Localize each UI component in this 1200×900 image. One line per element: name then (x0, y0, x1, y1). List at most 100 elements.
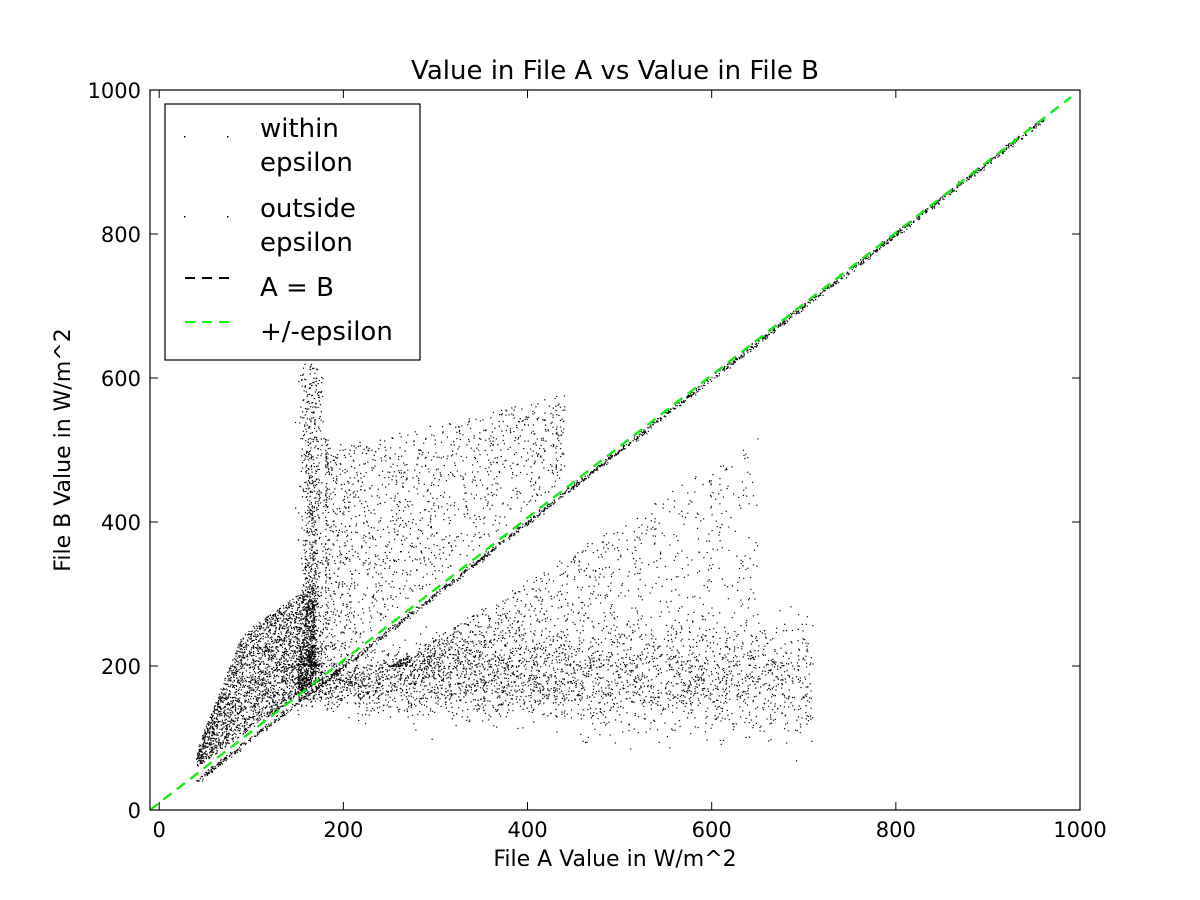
outside-point (204, 747, 206, 749)
outside-point (672, 646, 674, 648)
outside-point (274, 669, 276, 671)
outside-point (759, 726, 761, 729)
outside-point (222, 696, 224, 698)
outside-point (310, 655, 312, 657)
outside-point (212, 719, 214, 721)
outside-point (264, 646, 266, 648)
outside-point (276, 682, 278, 684)
outside-point (432, 637, 434, 639)
outside-point (410, 705, 412, 707)
outside-point (231, 711, 233, 713)
outside-point (284, 652, 286, 654)
outside-point (675, 673, 678, 675)
outside-point (508, 692, 510, 694)
outside-point (647, 685, 649, 688)
outside-point (290, 685, 293, 687)
outside-point (773, 694, 775, 697)
outside-point (550, 688, 552, 690)
outside-point (261, 679, 264, 682)
outside-point (266, 623, 269, 625)
outside-point (233, 680, 235, 682)
outside-point (283, 607, 285, 609)
outside-point (539, 690, 541, 692)
outside-point (303, 675, 305, 678)
outside-point (273, 708, 275, 710)
outside-point (263, 663, 265, 665)
outside-point (270, 651, 272, 653)
outside-point (272, 712, 274, 714)
outside-point (278, 638, 281, 641)
outside-point (374, 652, 376, 654)
outside-point (261, 699, 263, 701)
outside-point (360, 680, 362, 682)
outside-point (431, 648, 434, 650)
outside-point (299, 610, 301, 613)
outside-point (346, 687, 348, 689)
outside-point (289, 673, 291, 675)
outside-point (240, 641, 242, 643)
outside-point (225, 728, 228, 731)
outside-point (791, 629, 794, 632)
outside-point (281, 676, 283, 678)
outside-point (433, 676, 435, 678)
outside-point (619, 677, 621, 679)
outside-point (746, 704, 749, 706)
outside-point (485, 681, 487, 684)
outside-point (497, 657, 500, 659)
outside-point (381, 667, 384, 670)
outside-point (774, 648, 776, 651)
outside-point (505, 716, 507, 718)
outside-point (309, 593, 311, 595)
outside-point (655, 638, 657, 640)
outside-point (305, 610, 307, 612)
outside-point (776, 668, 779, 670)
outside-point (277, 609, 279, 611)
outside-point (303, 672, 305, 674)
outside-point (381, 676, 383, 678)
outside-point (530, 694, 532, 697)
outside-point (679, 700, 681, 702)
outside-point (256, 700, 258, 702)
outside-point (282, 655, 284, 658)
outside-point (496, 697, 498, 699)
outside-point (319, 646, 321, 648)
outside-point (715, 631, 717, 634)
outside-point (265, 649, 267, 651)
outside-point (204, 731, 206, 733)
outside-point (381, 686, 383, 688)
outside-point (224, 737, 226, 739)
outside-point (357, 690, 360, 692)
outside-point (246, 664, 248, 667)
outside-point (309, 666, 312, 668)
outside-point (422, 655, 424, 657)
outside-point (246, 646, 248, 648)
outside-point (233, 658, 235, 660)
outside-point (220, 742, 222, 745)
outside-point (212, 710, 215, 712)
outside-point (210, 739, 212, 742)
outside-point (270, 675, 272, 677)
outside-point (390, 676, 392, 678)
outside-point (359, 703, 361, 705)
outside-point (707, 663, 709, 665)
outside-point (421, 668, 423, 670)
outside-point (577, 703, 579, 706)
outside-point (228, 717, 230, 719)
outside-point (704, 662, 706, 665)
outside-point (394, 669, 396, 671)
outside-point (222, 697, 224, 699)
outside-point (343, 647, 345, 649)
outside-point (281, 627, 283, 630)
outside-point (263, 712, 265, 714)
outside-point (449, 674, 451, 676)
outside-point (660, 713, 662, 715)
outside-point (500, 640, 502, 642)
outside-point (627, 685, 629, 688)
outside-point (697, 726, 699, 729)
outside-point (230, 718, 233, 721)
outside-point (279, 645, 281, 647)
outside-point (213, 712, 215, 714)
outside-point (335, 663, 337, 665)
outside-point (774, 711, 776, 713)
outside-point (257, 666, 260, 668)
